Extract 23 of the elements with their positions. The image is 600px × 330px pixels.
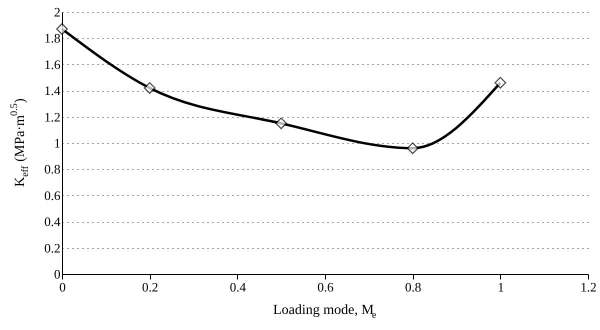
x-tick-label: 1 <box>498 280 504 294</box>
y-tick-label: 0.8 <box>44 162 60 177</box>
y-axis-title: Keff (MPa·m0.5) <box>9 98 31 187</box>
x-tick-label: 0.8 <box>405 280 422 294</box>
point <box>56 23 68 35</box>
point <box>144 82 156 94</box>
x-tick-label: 1.2 <box>580 280 597 294</box>
y-tick-label: 2 <box>54 4 60 20</box>
point <box>494 76 506 89</box>
y-tick-label: 1.8 <box>44 30 60 46</box>
y-tick-label: 1 <box>54 136 60 150</box>
y-tick-label: 1.4 <box>44 83 61 98</box>
y-tick-label: 0.6 <box>44 188 61 203</box>
y-tick-label: 1.2 <box>44 109 60 124</box>
x-tick-label: 0.6 <box>317 280 334 294</box>
y-tick-label: 0 <box>54 266 60 282</box>
point <box>406 142 419 154</box>
x-tick-label: 0.4 <box>230 280 246 294</box>
x-tick-label: 0.2 <box>142 280 158 294</box>
y-tick-label: 1.6 <box>44 56 61 72</box>
point <box>275 118 288 130</box>
y-tick-label: 0.2 <box>44 240 60 256</box>
y-tick-label: 0.4 <box>44 214 61 230</box>
